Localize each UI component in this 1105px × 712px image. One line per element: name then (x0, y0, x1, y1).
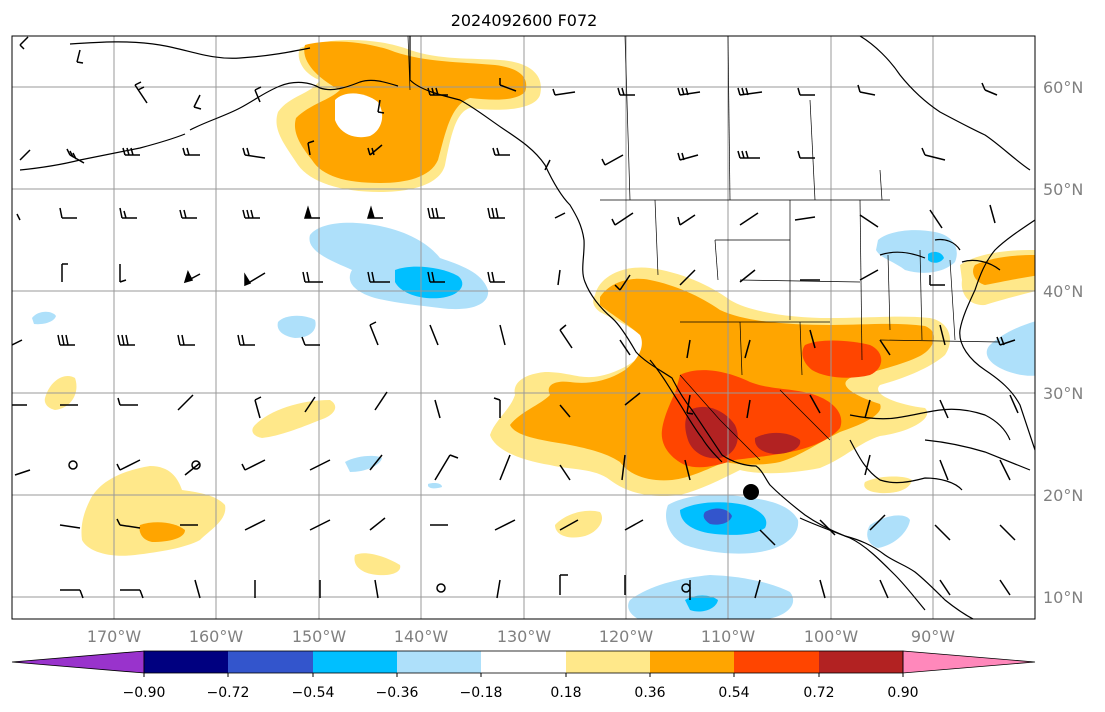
anomaly-region-hawaii-core (139, 522, 185, 542)
colorbar-segment (481, 651, 566, 673)
coastline-greatlakes (879, 238, 1001, 271)
colorbar-tick-label: −0.72 (207, 685, 250, 701)
colorbar-tick-label: −0.18 (460, 685, 503, 701)
anomaly-region-hawaii (81, 466, 226, 556)
colorbar-segment (144, 651, 228, 673)
lon-label: 90°W (911, 627, 955, 646)
colorbar-extend-low (11, 650, 145, 674)
lat-label: 50°N (1043, 180, 1083, 199)
anomaly-region-small-orange-4 (555, 510, 603, 538)
graticule (12, 36, 1035, 619)
anomaly-hole-alaska (335, 93, 383, 138)
map-title: 2024092600 F072 (451, 11, 598, 30)
lat-label: 60°N (1043, 78, 1083, 97)
lon-label: 170°W (87, 627, 142, 646)
anomaly-shading (32, 39, 1035, 619)
colorbar-tick-label: −0.54 (292, 685, 335, 701)
anomaly-region-small-blue-4 (428, 483, 442, 489)
coastline-alaska-south (189, 79, 399, 131)
anomaly-region-south-blue-core (685, 595, 718, 612)
anomaly-region-northeast-orange-core (973, 255, 1035, 285)
colorbar-segment (734, 651, 819, 673)
coastline-arctic (69, 41, 311, 59)
colorbar-tick-label: −0.36 (376, 685, 419, 701)
anomaly-region-atlantic-blue (986, 321, 1035, 376)
coastline-aleutians (19, 133, 186, 171)
lat-label: 20°N (1043, 486, 1083, 505)
coastline-hudson (859, 36, 1031, 171)
coastline-alaska (409, 36, 975, 619)
longitude-labels: 170°W 160°W 150°W 140°W 130°W 120°W 110°… (87, 627, 955, 646)
colorbar-tick-label: 0.54 (718, 685, 749, 701)
coastlines (19, 36, 1035, 619)
lon-label: 100°W (804, 627, 859, 646)
coastline-baja (649, 359, 723, 463)
lon-label: 150°W (292, 627, 347, 646)
colorbar-tick-label: 0.36 (634, 685, 665, 701)
latitude-labels: 60°N 50°N 40°N 30°N 20°N 10°N (1043, 78, 1083, 607)
location-marker-dot (743, 484, 759, 500)
lon-label: 160°W (189, 627, 244, 646)
coastline-cuba (924, 439, 1031, 471)
anomaly-region-alaska-core (294, 41, 527, 183)
anomaly-region-small-orange-2 (252, 400, 336, 438)
anomaly-region-gulf-orange (864, 476, 912, 494)
anomaly-region-small-blue-1 (277, 315, 316, 338)
lat-label: 10°N (1043, 588, 1083, 607)
anomaly-region-mexico-darkred-2 (754, 432, 801, 454)
colorbar-ticks: −0.90 −0.72 −0.54 −0.36 −0.18 0.18 0.36 … (123, 685, 919, 701)
lon-label: 130°W (497, 627, 552, 646)
anomaly-region-small-orange-3 (354, 553, 401, 576)
calm-wind-circles (68, 460, 691, 593)
colorbar-segment (397, 651, 481, 673)
colorbar-extend-high (902, 650, 1036, 674)
coastline-gulf (849, 408, 1011, 441)
lon-label: 110°W (701, 627, 756, 646)
state-borders (407, 36, 1001, 461)
colorbar-segment (650, 651, 734, 673)
anomaly-region-eastpac-blue-core (395, 266, 463, 299)
map-content (12, 36, 1035, 619)
wind-barbs (12, 36, 1019, 600)
colorbar (11, 650, 1036, 677)
anomaly-region-small-blue-2 (32, 311, 56, 325)
colorbar-tick-label: 0.90 (887, 685, 918, 701)
colorbar-segment (313, 651, 397, 673)
colorbar-segment (228, 651, 313, 673)
colorbar-tick-label: 0.18 (550, 685, 581, 701)
lat-label: 30°N (1043, 384, 1083, 403)
coastline-yucatan (849, 439, 963, 491)
colorbar-segment (819, 651, 903, 673)
colorbar-tick-label: 0.72 (803, 685, 834, 701)
anomaly-region-small-blue-3 (345, 455, 382, 472)
lon-label: 120°W (599, 627, 654, 646)
anomaly-region-greatlakes-blue-core (928, 251, 944, 263)
anomaly-region-southmexico-royal (703, 508, 732, 525)
coastline-central-america (799, 517, 926, 611)
colorbar-segment (566, 651, 650, 673)
map-frame (11, 35, 1036, 620)
anomaly-region-caribbean-blue (867, 515, 910, 548)
coastline-east (959, 219, 1035, 451)
lat-label: 40°N (1043, 282, 1083, 301)
colorbar-tick-label: −0.90 (123, 685, 166, 701)
lon-label: 140°W (394, 627, 449, 646)
colorbar-outline (143, 650, 904, 674)
